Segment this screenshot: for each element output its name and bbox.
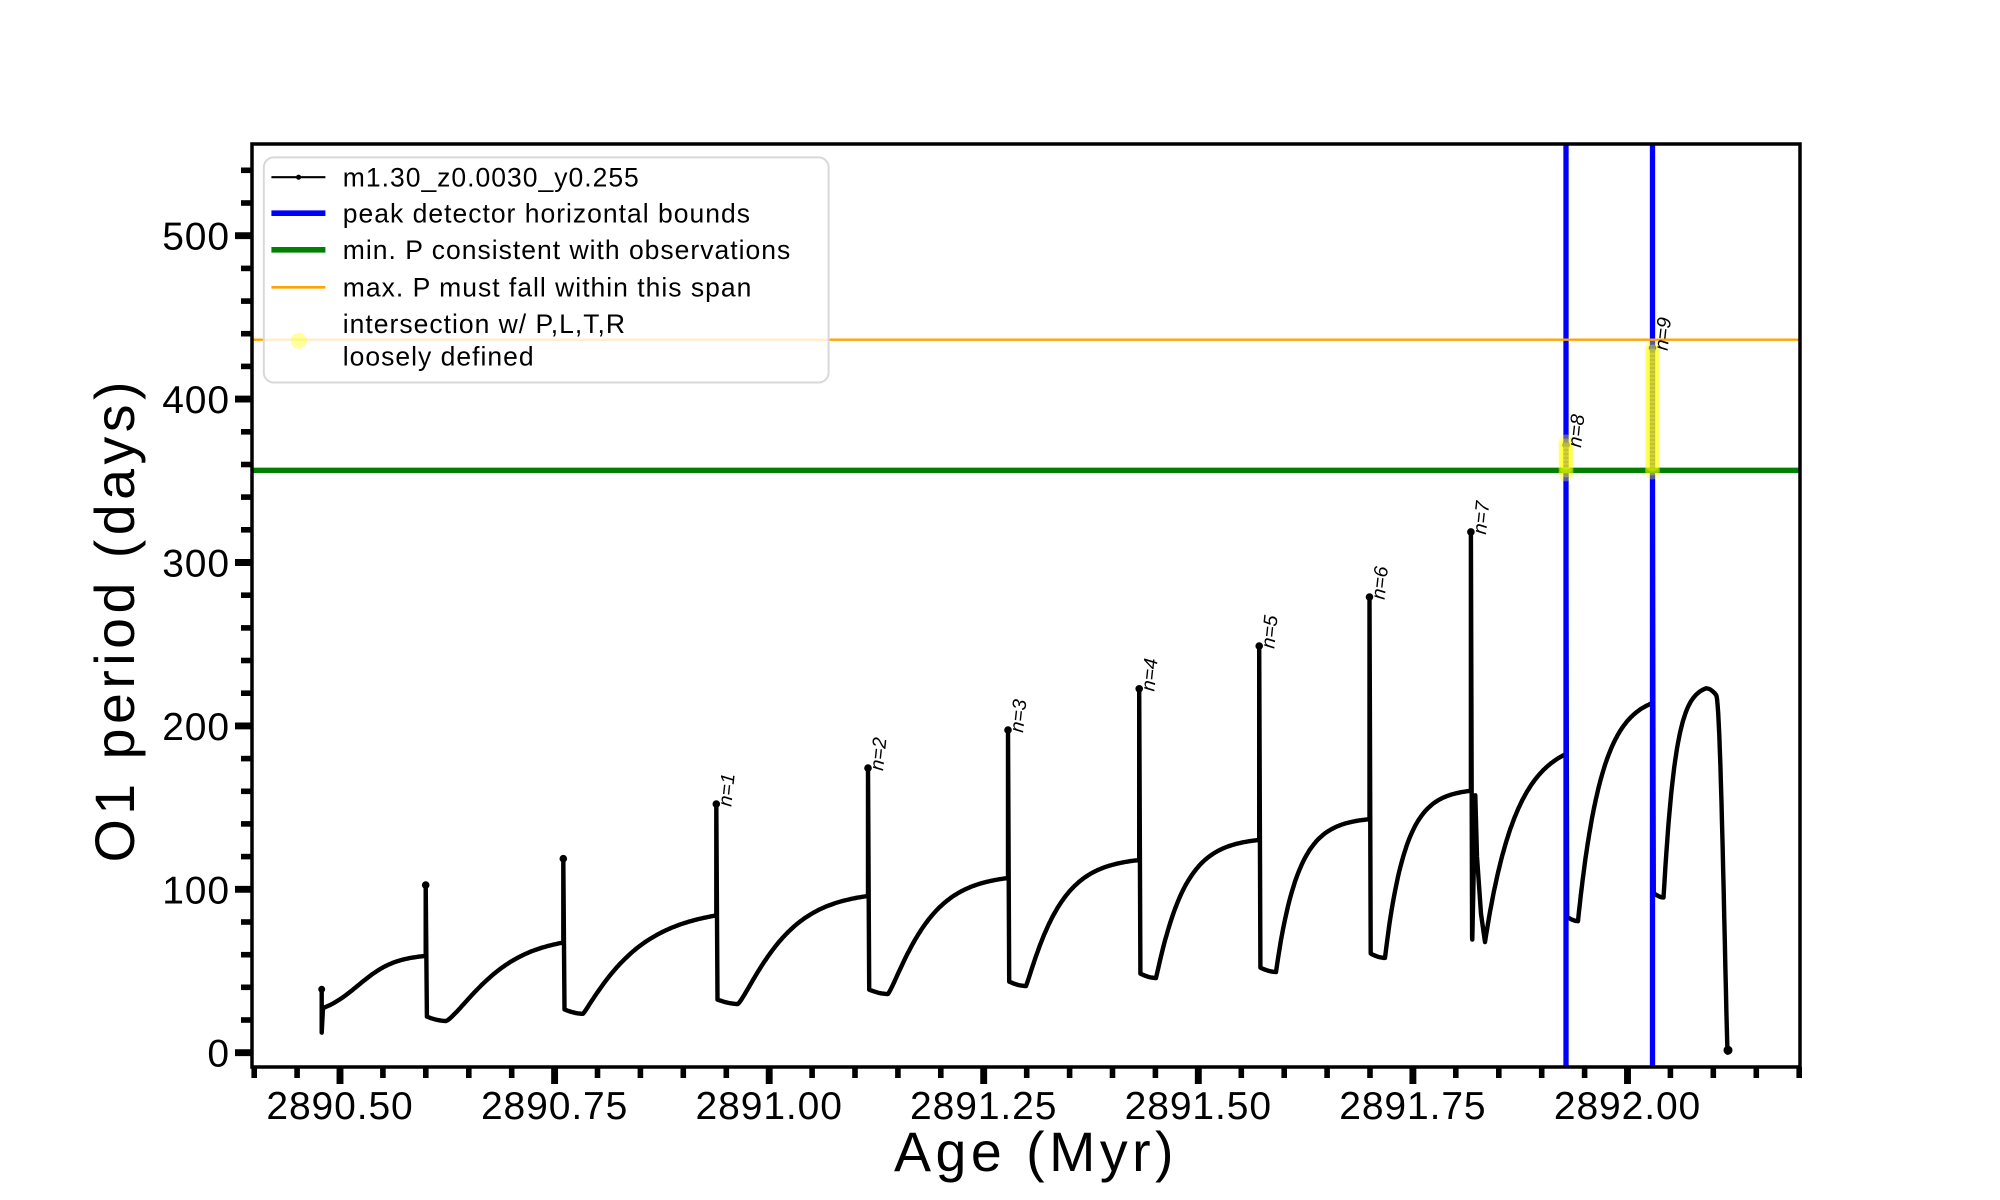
svg-text:n=4: n=4: [1137, 657, 1162, 692]
svg-text:2890.50: 2890.50: [266, 1085, 413, 1128]
svg-text:n=7: n=7: [1469, 499, 1494, 535]
svg-text:2891.75: 2891.75: [1339, 1085, 1486, 1128]
svg-text:O1 period (days): O1 period (days): [84, 377, 146, 862]
svg-text:100: 100: [162, 869, 230, 912]
svg-text:n=9: n=9: [1651, 316, 1676, 351]
svg-text:min. P consistent with observa: min. P consistent with observations: [343, 235, 791, 265]
svg-text:n=6: n=6: [1368, 565, 1393, 600]
svg-text:n=2: n=2: [866, 736, 891, 771]
svg-text:n=3: n=3: [1006, 698, 1031, 733]
svg-text:peak detector horizontal bound: peak detector horizontal bounds: [343, 198, 751, 228]
svg-text:n=5: n=5: [1257, 614, 1282, 649]
svg-text:intersection w/ P,L,T,R: intersection w/ P,L,T,R: [343, 309, 626, 339]
svg-text:Age (Myr): Age (Myr): [894, 1121, 1178, 1183]
svg-text:0: 0: [207, 1033, 230, 1076]
svg-text:2891.25: 2891.25: [910, 1085, 1057, 1128]
svg-text:2892.00: 2892.00: [1554, 1085, 1701, 1128]
svg-text:400: 400: [162, 379, 230, 422]
svg-text:loosely defined: loosely defined: [343, 342, 535, 372]
svg-text:2891.50: 2891.50: [1125, 1085, 1272, 1128]
svg-text:max. P must fall within this s: max. P must fall within this span: [343, 273, 753, 303]
svg-text:m1.30_z0.0030_y0.255: m1.30_z0.0030_y0.255: [343, 162, 640, 192]
svg-text:n=1: n=1: [714, 772, 739, 807]
svg-text:500: 500: [162, 216, 230, 259]
svg-text:2891.00: 2891.00: [696, 1085, 843, 1128]
svg-text:2890.75: 2890.75: [481, 1085, 628, 1128]
svg-text:200: 200: [162, 706, 230, 749]
svg-text:300: 300: [162, 543, 230, 586]
svg-text:n=8: n=8: [1564, 413, 1589, 448]
